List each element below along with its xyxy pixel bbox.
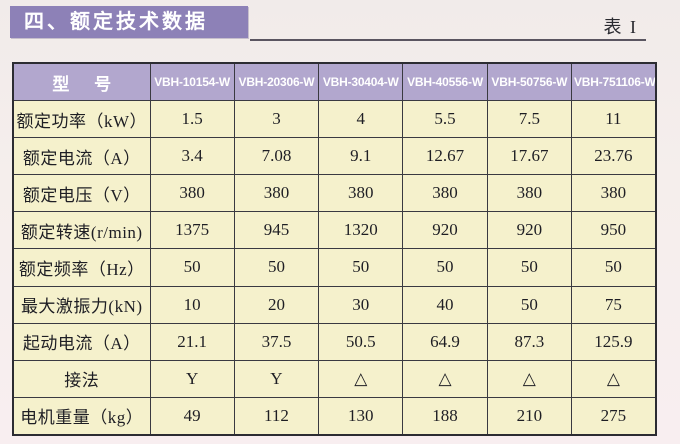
row-label: 最大激振力(kN) bbox=[12, 285, 151, 324]
table-cell: 37.5 bbox=[233, 322, 320, 361]
table-cell: 50 bbox=[149, 248, 235, 287]
table-row: 电机重量（kg） 49 112 130 188 210 275 bbox=[12, 396, 657, 436]
row-label: 额定转速(r/min) bbox=[12, 211, 151, 250]
table-cell: 380 bbox=[149, 174, 235, 213]
table-cell: Y bbox=[149, 359, 235, 398]
table-cell: 10 bbox=[149, 285, 235, 324]
column-header-model: 型 号 bbox=[12, 62, 151, 102]
table-cell: Y bbox=[233, 359, 320, 398]
row-label: 起动电流（A） bbox=[12, 322, 151, 361]
table-cell: 50 bbox=[570, 248, 657, 287]
table-cell: 380 bbox=[318, 174, 404, 213]
table-cell: 50 bbox=[486, 285, 572, 324]
table-cell: 1320 bbox=[318, 211, 404, 250]
table-cell: 23.76 bbox=[570, 137, 657, 176]
table-row: 起动电流（A） 21.1 37.5 50.5 64.9 87.3 125.9 bbox=[12, 322, 657, 361]
table-header-row: 型 号 VBH-10154-W VBH-20306-W VBH-30404-W … bbox=[12, 62, 657, 102]
table-cell: 75 bbox=[570, 285, 657, 324]
table-cell: 920 bbox=[402, 211, 488, 250]
table-cell: 40 bbox=[402, 285, 488, 324]
table-cell: 49 bbox=[149, 396, 235, 436]
table-cell: 17.67 bbox=[486, 137, 572, 176]
table-cell: 12.67 bbox=[402, 137, 488, 176]
table-cell: 3.4 bbox=[149, 137, 235, 176]
table-cell: 275 bbox=[570, 396, 657, 436]
table-row: 额定频率（Hz） 50 50 50 50 50 50 bbox=[12, 248, 657, 287]
table-cell: 30 bbox=[318, 285, 404, 324]
table-cell: 5.5 bbox=[402, 100, 488, 139]
table-cell: 50 bbox=[318, 248, 404, 287]
table-cell: 4 bbox=[318, 100, 404, 139]
table-row: 额定电压（V） 380 380 380 380 380 380 bbox=[12, 174, 657, 213]
table-cell: 87.3 bbox=[486, 322, 572, 361]
row-label: 接法 bbox=[12, 359, 151, 398]
row-label: 额定电流（A） bbox=[12, 137, 151, 176]
table-cell: 50 bbox=[402, 248, 488, 287]
column-header: VBH-20306-W bbox=[233, 62, 320, 102]
table-row: 最大激振力(kN) 10 20 30 40 50 75 bbox=[12, 285, 657, 324]
table-cell: 50 bbox=[233, 248, 320, 287]
table-cell: △ bbox=[570, 359, 657, 398]
table-cell: 50 bbox=[486, 248, 572, 287]
table-cell: 380 bbox=[233, 174, 320, 213]
table-cell: 130 bbox=[318, 396, 404, 436]
column-header: VBH-30404-W bbox=[318, 62, 404, 102]
table-cell: △ bbox=[318, 359, 404, 398]
table-cell: 11 bbox=[570, 100, 657, 139]
table-cell: 7.5 bbox=[486, 100, 572, 139]
table-cell: 3 bbox=[233, 100, 320, 139]
table-cell: 1.5 bbox=[149, 100, 235, 139]
table-cell: 20 bbox=[233, 285, 320, 324]
table-cell: 950 bbox=[570, 211, 657, 250]
table-cell: 21.1 bbox=[149, 322, 235, 361]
row-label: 额定电压（V） bbox=[12, 174, 151, 213]
column-header: VBH-10154-W bbox=[149, 62, 235, 102]
table-cell: 210 bbox=[486, 396, 572, 436]
table-cell: 920 bbox=[486, 211, 572, 250]
column-header: VBH-751106-W bbox=[570, 62, 657, 102]
row-label: 电机重量（kg） bbox=[12, 396, 151, 436]
table-cell: 7.08 bbox=[233, 137, 320, 176]
table-cell: 50.5 bbox=[318, 322, 404, 361]
header-rule-line bbox=[250, 39, 646, 41]
table-row: 接法 Y Y △ △ △ △ bbox=[12, 359, 657, 398]
table-cell: 9.1 bbox=[318, 137, 404, 176]
table-cell: △ bbox=[402, 359, 488, 398]
table-cell: 64.9 bbox=[402, 322, 488, 361]
table-cell: 945 bbox=[233, 211, 320, 250]
table-row: 额定电流（A） 3.4 7.08 9.1 12.67 17.67 23.76 bbox=[12, 137, 657, 176]
rated-technical-data-table: 型 号 VBH-10154-W VBH-20306-W VBH-30404-W … bbox=[12, 62, 657, 436]
table-cell: 380 bbox=[486, 174, 572, 213]
column-header: VBH-50756-W bbox=[486, 62, 572, 102]
table-row: 额定转速(r/min) 1375 945 1320 920 920 950 bbox=[12, 211, 657, 250]
table-cell: 380 bbox=[402, 174, 488, 213]
column-header: VBH-40556-W bbox=[402, 62, 488, 102]
row-label: 额定功率（kW） bbox=[12, 100, 151, 139]
table-cell: 1375 bbox=[149, 211, 235, 250]
table-reference-label: 表 I bbox=[603, 17, 638, 37]
table-cell: 188 bbox=[402, 396, 488, 436]
table-cell: △ bbox=[486, 359, 572, 398]
table-cell: 125.9 bbox=[570, 322, 657, 361]
page-title-banner: 四、额定技术数据 bbox=[10, 6, 248, 38]
table-row: 额定功率（kW） 1.5 3 4 5.5 7.5 11 bbox=[12, 100, 657, 139]
table-cell: 112 bbox=[233, 396, 320, 436]
table-cell: 380 bbox=[570, 174, 657, 213]
row-label: 额定频率（Hz） bbox=[12, 248, 151, 287]
